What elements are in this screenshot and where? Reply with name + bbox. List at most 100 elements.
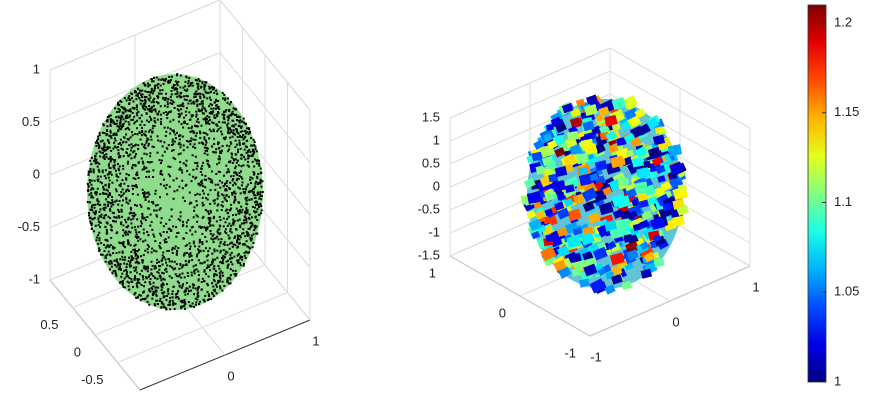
- point: [164, 97, 166, 99]
- point: [185, 185, 187, 187]
- point: [87, 185, 89, 187]
- point: [95, 194, 97, 196]
- point: [87, 174, 89, 176]
- point: [237, 160, 239, 162]
- point: [167, 106, 169, 108]
- point: [211, 261, 213, 263]
- point: [121, 116, 123, 118]
- point: [183, 299, 185, 301]
- point: [205, 247, 207, 249]
- point: [109, 254, 111, 256]
- point: [249, 179, 251, 181]
- point: [103, 124, 105, 126]
- point: [203, 84, 205, 86]
- point: [114, 201, 116, 203]
- point: [132, 193, 134, 195]
- point: [188, 242, 190, 244]
- point: [244, 252, 246, 254]
- point: [121, 273, 123, 275]
- point: [147, 196, 149, 198]
- point: [106, 229, 108, 231]
- point: [110, 121, 112, 123]
- point: [241, 121, 243, 123]
- point: [91, 187, 93, 189]
- point: [142, 189, 144, 191]
- point: [128, 277, 130, 279]
- point: [172, 300, 174, 302]
- point: [169, 308, 171, 310]
- point: [193, 101, 195, 103]
- point: [193, 242, 195, 244]
- point: [128, 116, 130, 118]
- point: [223, 94, 225, 96]
- point: [231, 194, 233, 196]
- point: [137, 240, 139, 242]
- point: [196, 193, 198, 195]
- point: [130, 219, 132, 221]
- point: [166, 250, 168, 252]
- point: [216, 115, 218, 117]
- point: [133, 267, 135, 269]
- point: [127, 110, 129, 112]
- point: [222, 113, 224, 115]
- point: [194, 245, 196, 247]
- point: [162, 98, 164, 100]
- point: [232, 111, 234, 113]
- point: [97, 176, 99, 178]
- point: [232, 246, 234, 248]
- point: [240, 158, 242, 160]
- point: [122, 107, 124, 109]
- point: [229, 137, 231, 139]
- point: [145, 96, 147, 98]
- point: [109, 268, 111, 270]
- point: [105, 153, 107, 155]
- point: [168, 236, 170, 238]
- point: [213, 248, 215, 250]
- point: [131, 185, 133, 187]
- point: [223, 111, 225, 113]
- point: [182, 301, 184, 303]
- point: [192, 146, 194, 148]
- point: [118, 215, 120, 217]
- point: [244, 235, 246, 237]
- point: [261, 195, 263, 197]
- point: [160, 105, 162, 107]
- point: [178, 275, 180, 277]
- point: [122, 125, 124, 127]
- point: [141, 96, 143, 98]
- point: [245, 203, 247, 205]
- point: [120, 144, 122, 146]
- point: [102, 192, 104, 194]
- point: [119, 100, 121, 102]
- point: [159, 298, 161, 300]
- point: [238, 140, 240, 142]
- point: [192, 302, 194, 304]
- point: [205, 197, 207, 199]
- point: [200, 181, 202, 183]
- point: [104, 250, 106, 252]
- point: [196, 99, 198, 101]
- point: [114, 270, 116, 272]
- point: [90, 192, 92, 194]
- point: [166, 117, 168, 119]
- point: [176, 132, 178, 134]
- point: [216, 130, 218, 132]
- point: [106, 245, 108, 247]
- point: [179, 114, 181, 116]
- figure: -101-0.500.5-1-0.500.51-101-101-1.5-1-0.…: [0, 0, 879, 406]
- point: [161, 264, 163, 266]
- point: [211, 282, 213, 284]
- point: [200, 86, 202, 88]
- point: [185, 111, 187, 113]
- point: [131, 227, 133, 229]
- point: [196, 83, 198, 85]
- point: [134, 270, 136, 272]
- point: [98, 250, 100, 252]
- point: [130, 222, 132, 224]
- point: [232, 178, 234, 180]
- point: [204, 186, 206, 188]
- point: [152, 201, 154, 203]
- point: [129, 108, 131, 110]
- point: [233, 158, 235, 160]
- point: [165, 259, 167, 261]
